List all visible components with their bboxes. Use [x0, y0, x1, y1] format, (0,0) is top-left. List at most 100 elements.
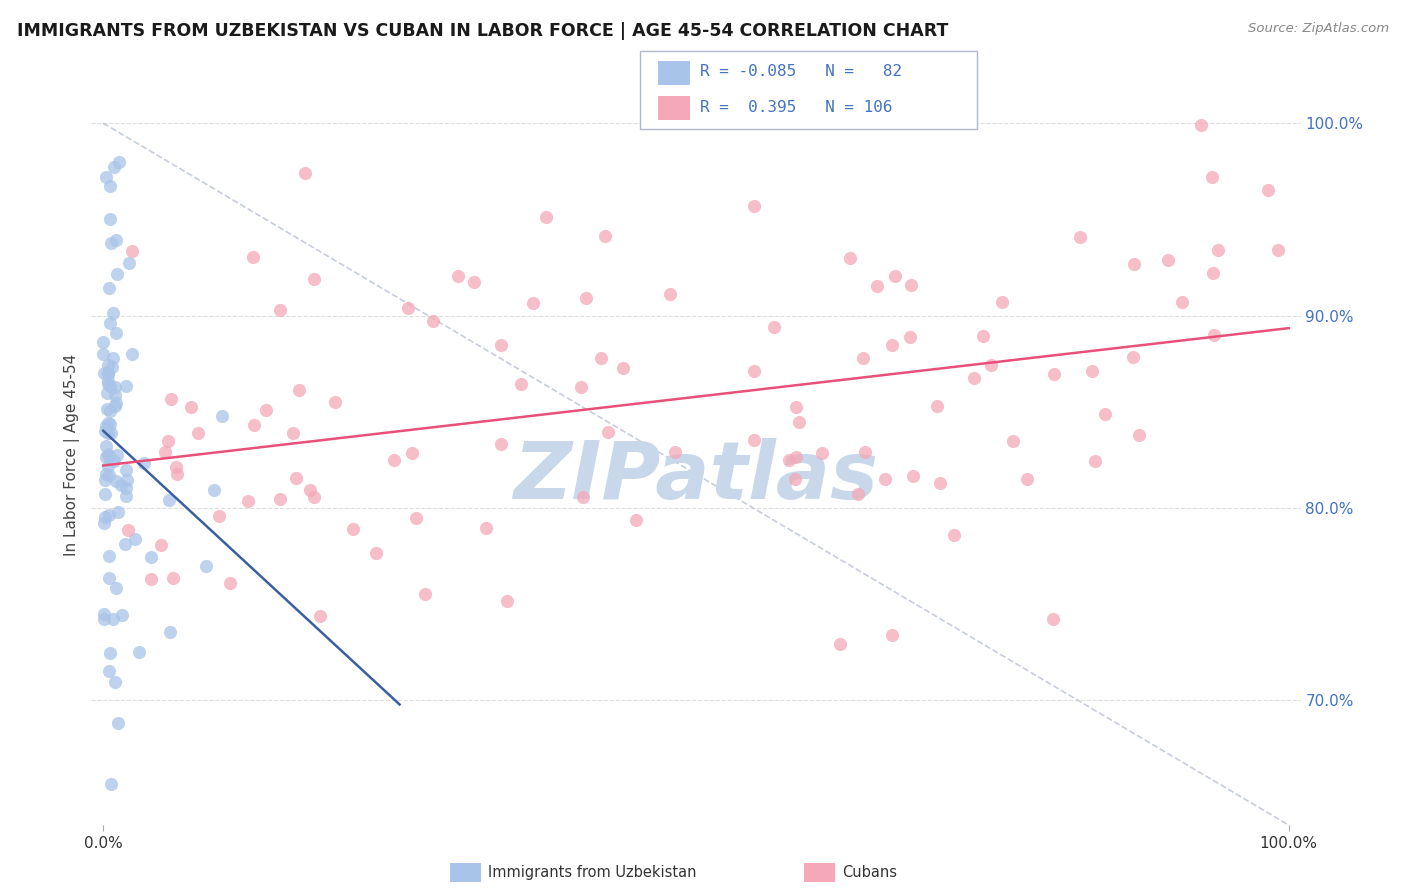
- Point: [1156, 252, 1178, 267]
- Text: Source: ZipAtlas.com: Source: ZipAtlas.com: [1249, 22, 1389, 36]
- Point: [489, 338, 512, 352]
- Point: [101, 351, 124, 365]
- Point: [1189, 118, 1212, 132]
- Point: [97, 508, 120, 522]
- Point: [97, 459, 120, 474]
- Point: [94, 509, 117, 524]
- Point: [159, 624, 181, 639]
- Point: [96, 386, 118, 401]
- Point: [165, 460, 187, 475]
- Point: [1257, 183, 1279, 197]
- Point: [1043, 367, 1066, 381]
- Point: [612, 360, 634, 375]
- Point: [243, 417, 266, 432]
- Point: [396, 301, 419, 315]
- Point: [115, 473, 138, 487]
- Point: [105, 448, 128, 462]
- Point: [880, 628, 903, 642]
- Point: [114, 537, 136, 551]
- Point: [624, 513, 647, 527]
- Point: [115, 378, 138, 392]
- Point: [534, 211, 557, 225]
- Point: [94, 486, 117, 500]
- Point: [830, 637, 852, 651]
- Point: [269, 302, 291, 317]
- Point: [107, 505, 129, 519]
- Point: [285, 471, 308, 485]
- Point: [1042, 612, 1064, 626]
- Point: [100, 777, 122, 791]
- Point: [963, 371, 986, 385]
- Point: [283, 425, 305, 440]
- Point: [128, 645, 150, 659]
- Point: [98, 571, 121, 585]
- Point: [489, 437, 512, 451]
- Point: [875, 472, 897, 486]
- Point: [853, 445, 876, 459]
- Point: [1084, 454, 1107, 468]
- Text: ZIPatlas: ZIPatlas: [513, 438, 879, 516]
- Point: [104, 399, 127, 413]
- Point: [98, 646, 121, 660]
- Point: [97, 416, 120, 430]
- Point: [96, 467, 118, 481]
- Text: Immigrants from Uzbekistan: Immigrants from Uzbekistan: [488, 865, 696, 880]
- Point: [972, 328, 994, 343]
- Point: [157, 434, 180, 448]
- Point: [1001, 434, 1024, 448]
- Point: [884, 268, 907, 283]
- Point: [105, 267, 128, 281]
- Point: [97, 447, 120, 461]
- Y-axis label: In Labor Force | Age 45-54: In Labor Force | Age 45-54: [63, 354, 80, 556]
- Point: [103, 161, 125, 175]
- Point: [105, 475, 128, 489]
- Point: [97, 358, 120, 372]
- Point: [589, 351, 612, 366]
- Point: [96, 439, 118, 453]
- Point: [114, 463, 136, 477]
- Point: [117, 523, 139, 537]
- Point: [323, 395, 346, 409]
- Point: [928, 475, 950, 490]
- Point: [405, 511, 427, 525]
- Point: [187, 426, 209, 441]
- Point: [422, 313, 444, 327]
- Point: [195, 559, 218, 574]
- Point: [742, 364, 765, 378]
- Point: [103, 454, 125, 468]
- Point: [105, 396, 128, 410]
- Point: [496, 594, 519, 608]
- Point: [1017, 472, 1039, 486]
- Point: [593, 228, 616, 243]
- Point: [1171, 295, 1194, 310]
- Point: [294, 166, 316, 180]
- Point: [866, 279, 889, 293]
- Point: [98, 468, 121, 483]
- Point: [763, 319, 786, 334]
- Point: [97, 376, 120, 391]
- Point: [162, 571, 184, 585]
- Point: [93, 347, 115, 361]
- Point: [1080, 364, 1102, 378]
- Point: [1069, 229, 1091, 244]
- Point: [299, 483, 322, 497]
- Point: [97, 281, 120, 295]
- Point: [236, 493, 259, 508]
- Point: [150, 537, 173, 551]
- Point: [105, 326, 128, 341]
- Point: [446, 268, 468, 283]
- Point: [598, 425, 620, 439]
- Point: [785, 400, 807, 414]
- Point: [124, 532, 146, 546]
- Point: [269, 491, 291, 506]
- Point: [401, 446, 423, 460]
- Point: [166, 467, 188, 482]
- Point: [742, 434, 765, 448]
- Point: [304, 490, 326, 504]
- Point: [157, 493, 180, 508]
- Point: [943, 528, 966, 542]
- Point: [211, 409, 233, 423]
- Point: [180, 400, 202, 414]
- Point: [208, 509, 231, 524]
- Point: [103, 388, 125, 402]
